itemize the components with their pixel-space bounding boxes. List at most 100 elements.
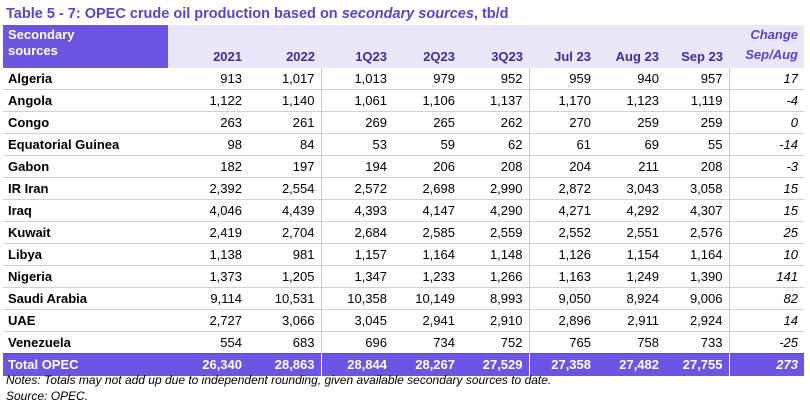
production-value: 4,292: [597, 199, 665, 222]
production-value: 265: [393, 111, 461, 134]
table-row: Libya 1,138 981 1,157 1,164 1,148 1,126 1,154 1,…: [3, 243, 804, 266]
country-name: Congo: [3, 111, 168, 134]
production-value: 734: [393, 331, 461, 354]
production-value: 182: [168, 155, 248, 178]
production-value: 197: [248, 155, 321, 178]
production-value: 53: [320, 133, 393, 156]
production-value: 959: [528, 68, 597, 90]
change-value: 25: [728, 221, 804, 244]
production-value: 3,058: [665, 177, 729, 200]
production-value: 206: [393, 155, 461, 178]
production-table: Secondary sources 2021 2022 1Q23 2Q23 3Q2…: [3, 25, 804, 376]
table-row: Iraq 4,046 4,439 4,393 4,147 4,290 4,271 4,292 4…: [3, 199, 804, 222]
production-value: 2,559: [461, 221, 529, 244]
header-quarter: 1Q23: [321, 25, 393, 68]
country-name: Gabon: [3, 155, 168, 178]
country-name: UAE: [3, 309, 168, 332]
header-row: Secondary sources 2021 2022 1Q23 2Q23 3Q2…: [3, 25, 804, 68]
title-suffix: , tb/d: [473, 6, 509, 22]
table-row: Congo 263 261 269 265 262 270 259 259 0: [3, 111, 804, 134]
table-row: IR Iran 2,392 2,554 2,572 2,698 2,990 2,872 3,0…: [3, 177, 804, 200]
production-value: 758: [597, 331, 665, 354]
production-value: 10,358: [320, 287, 393, 310]
production-value: 1,138: [168, 243, 248, 266]
notes-line: Notes: Totals may not add up due to inde…: [6, 373, 552, 387]
production-value: 1,373: [168, 265, 248, 288]
production-value: 98: [168, 133, 248, 156]
production-value: 263: [168, 111, 248, 134]
production-value: 683: [248, 331, 321, 354]
table-row: Angola 1,122 1,140 1,061 1,106 1,137 1,170 1,12…: [3, 89, 804, 112]
production-value: 2,552: [528, 221, 597, 244]
production-value: 2,990: [461, 177, 529, 200]
header-change: Change Sep/Aug: [729, 25, 804, 68]
production-value: 1,170: [528, 89, 597, 112]
country-name: Equatorial Guinea: [3, 133, 168, 156]
production-value: 981: [248, 243, 321, 266]
total-value: 27,755: [665, 353, 729, 376]
production-value: 4,393: [320, 199, 393, 222]
total-value: 28,863: [248, 353, 321, 376]
production-value: 2,896: [528, 309, 597, 332]
production-value: 1,347: [320, 265, 393, 288]
production-value: 1,266: [461, 265, 529, 288]
header-month: Sep 23: [665, 25, 729, 68]
production-value: 9,114: [168, 287, 248, 310]
production-value: 1,123: [597, 89, 665, 112]
country-name: Libya: [3, 243, 168, 266]
header-month: Jul 23: [529, 25, 597, 68]
table-row: Nigeria 1,373 1,205 1,347 1,233 1,266 1,163 1,2…: [3, 265, 804, 288]
production-value: 752: [461, 331, 529, 354]
production-value: 940: [637, 71, 659, 86]
production-value: 4,307: [665, 199, 729, 222]
production-value: 1,013: [320, 68, 393, 90]
production-value: 1,126: [528, 243, 597, 266]
production-value: 2,572: [320, 177, 393, 200]
change-value: -14: [728, 133, 804, 156]
header-year: 2022: [248, 25, 321, 68]
production-value: 4,271: [528, 199, 597, 222]
production-value: 1,164: [665, 243, 729, 266]
production-value: 208: [665, 155, 729, 178]
country-name: Algeria: [8, 71, 53, 86]
total-value: 28,844: [320, 353, 393, 376]
production-value: 913: [220, 71, 242, 86]
production-value: 1,140: [248, 89, 321, 112]
production-value: 2,698: [393, 177, 461, 200]
table-row: Kuwait 2,419 2,704 2,684 2,585 2,559 2,552 2,55…: [3, 221, 804, 244]
production-value: 9,006: [665, 287, 729, 310]
production-value: 2,924: [665, 309, 729, 332]
production-value: 2,872: [528, 177, 597, 200]
production-value: 262: [461, 111, 529, 134]
change-value: 0: [728, 111, 804, 134]
production-value: 69: [597, 133, 665, 156]
country-name: Saudi Arabia: [3, 287, 168, 310]
change-value: 141: [728, 265, 804, 288]
production-value: 269: [320, 111, 393, 134]
production-value: 3,043: [597, 177, 665, 200]
country-name: Angola: [3, 89, 168, 112]
table-row: Algeria 913 1,017 1,013 979 952 959 940 957 17: [3, 68, 804, 90]
production-value: 1,061: [320, 89, 393, 112]
change-value: 17: [728, 68, 804, 90]
header-quarter: 3Q23: [461, 25, 529, 68]
total-value: 27,358: [528, 353, 597, 376]
production-value: 55: [665, 133, 729, 156]
production-value: 1,017: [281, 71, 315, 86]
production-value: 4,147: [393, 199, 461, 222]
production-value: 952: [500, 71, 523, 86]
production-value: 979: [433, 71, 455, 86]
table-notes: Notes: Totals may not add up due to inde…: [6, 372, 551, 404]
total-label: Total OPEC: [3, 353, 168, 376]
production-value: 765: [528, 331, 597, 354]
header-year: 2021: [168, 25, 248, 68]
production-value: 2,941: [393, 309, 461, 332]
change-value: 15: [728, 199, 804, 222]
production-value: 4,290: [461, 199, 529, 222]
production-value: 2,392: [168, 177, 248, 200]
table-title: Table 5 - 7: OPEC crude oil production b…: [6, 3, 509, 25]
production-value: 2,727: [168, 309, 248, 332]
title-prefix: Table 5 - 7: OPEC crude oil production b…: [6, 6, 342, 22]
change-value: 14: [728, 309, 804, 332]
country-name: Kuwait: [3, 221, 168, 244]
